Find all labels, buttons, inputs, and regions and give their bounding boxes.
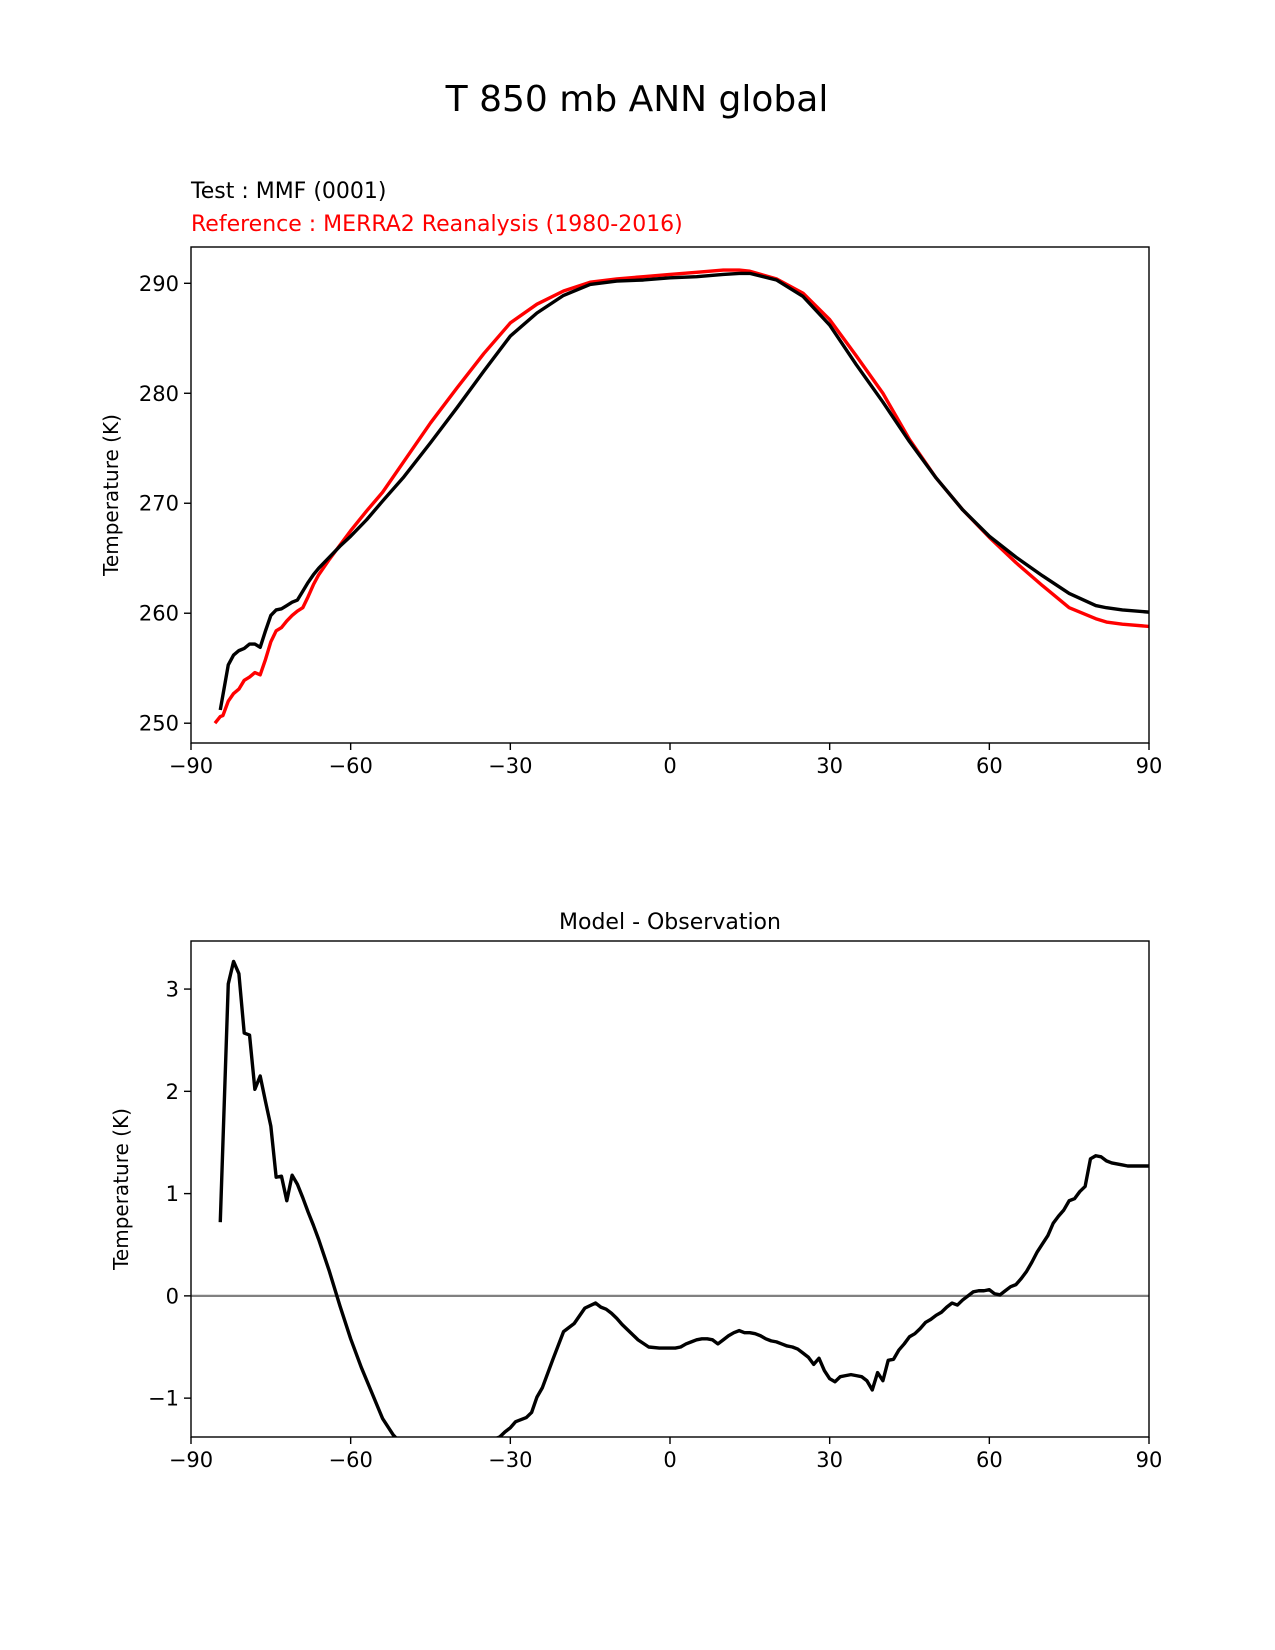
- y-tick-label: 290: [139, 272, 179, 296]
- x-tick-label: −60: [329, 1448, 373, 1472]
- y-tick-label: 280: [139, 382, 179, 406]
- y-tick-label: 0: [166, 1284, 179, 1308]
- x-tick-label: 60: [976, 1448, 1003, 1472]
- bottom-panel-difference: Model - Observation −90 −60 −30 0 30 60 90 −1 0 1 2…: [109, 910, 1162, 1472]
- y-tick-label: −1: [148, 1387, 179, 1411]
- top-panel-temperature: Test : MMF (0001) Reference : MERRA2 Rean…: [99, 179, 1162, 778]
- figure-title: T 850 mb ANN global: [445, 79, 829, 120]
- x-tick-label: −90: [169, 1448, 213, 1472]
- chart-title-line-1: Reference : MERRA2 Reanalysis (1980-2016…: [191, 212, 683, 237]
- x-tick-label: −60: [329, 754, 373, 778]
- y-tick-label: 2: [166, 1080, 179, 1104]
- x-tick-label: −30: [488, 1448, 532, 1472]
- y-axis-label: Temperature (K): [109, 1108, 133, 1271]
- series-line-1: [218, 271, 1149, 711]
- y-tick-label: 250: [139, 712, 179, 736]
- chart-title-line-0: Model - Observation: [559, 910, 781, 935]
- x-tick-label: 90: [1136, 754, 1163, 778]
- chart-title-line-0: Test : MMF (0001): [190, 179, 387, 204]
- x-tick-label: 90: [1136, 1448, 1163, 1472]
- y-tick-label: 1: [166, 1182, 179, 1206]
- x-tick-label: −90: [169, 754, 213, 778]
- y-tick-label: 270: [139, 492, 179, 516]
- y-tick-label: 3: [166, 978, 179, 1002]
- x-tick-label: −30: [488, 754, 532, 778]
- x-tick-label: 30: [816, 1448, 843, 1472]
- x-tick-label: 30: [816, 754, 843, 778]
- series-line-0: [218, 959, 1149, 1437]
- x-tick-label: 60: [976, 754, 1003, 778]
- x-tick-label: 0: [663, 754, 676, 778]
- x-tick-label: 0: [663, 1448, 676, 1472]
- y-axis-label: Temperature (K): [99, 414, 123, 577]
- y-tick-label: 260: [139, 602, 179, 626]
